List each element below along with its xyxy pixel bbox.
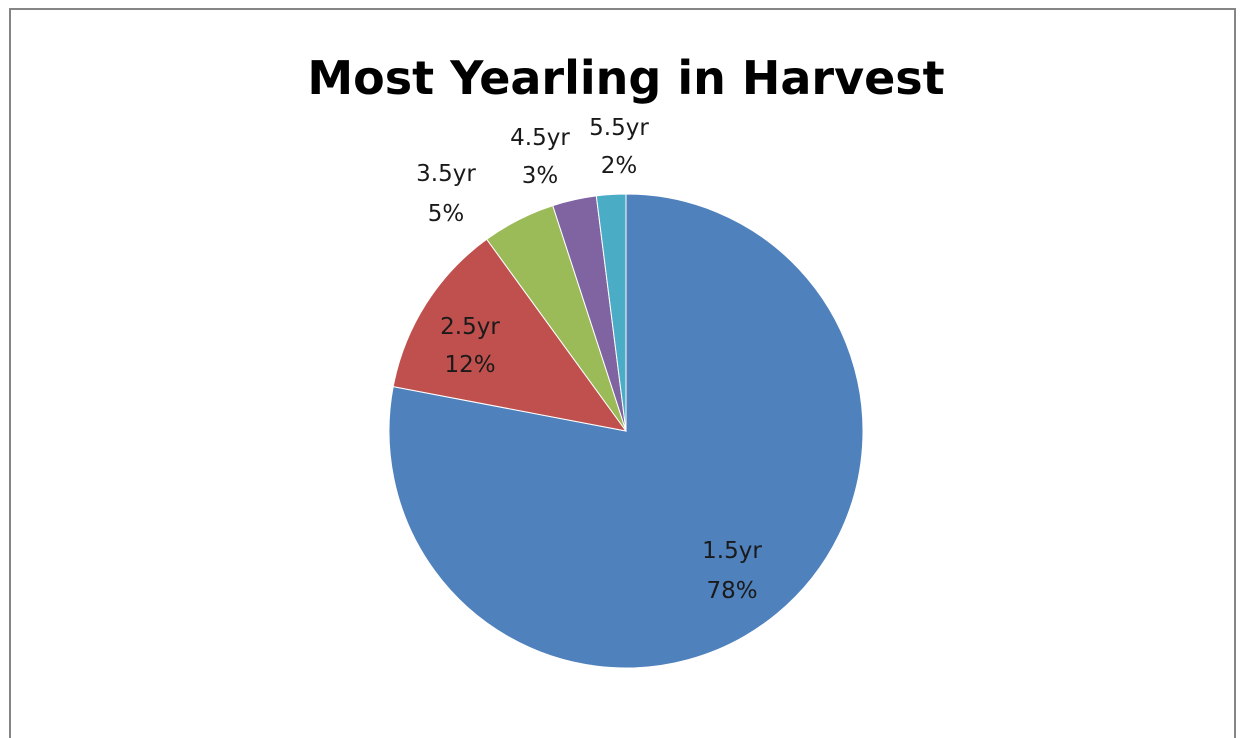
slice-label-percent: 3% [522, 163, 559, 189]
slice-label-percent: 78% [706, 578, 757, 604]
slice-label-name: 2.5yr [440, 314, 500, 340]
chart-title: Most Yearling in Harvest [307, 51, 944, 105]
slice-label-name: 4.5yr [510, 125, 570, 151]
slice-label-name: 3.5yr [416, 161, 476, 187]
slice-label-percent: 5% [428, 201, 465, 227]
slice-label-percent: 12% [444, 352, 495, 378]
slice-label-name: 5.5yr [589, 115, 649, 141]
pie-slice-5-5yr [595, 193, 627, 432]
pie-slices [388, 193, 864, 669]
pie-labels: 1.5yr 78% 2.5yr 12% 3.5yr 5% 4.5yr 3% 5.5yr 2% [416, 115, 762, 604]
pie-slice-2-5yr [392, 238, 628, 432]
slice-label-percent: 2% [601, 153, 638, 179]
slice-label-name: 1.5yr [702, 538, 762, 564]
